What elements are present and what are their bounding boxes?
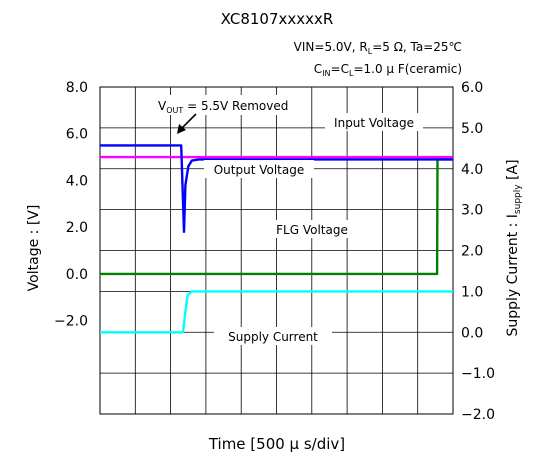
conditions-line-2-sub2: L <box>349 69 354 78</box>
right-tick-labels: 6.0 5.0 4.0 3.0 2.0 1.0 0.0 −1.0 −2.0 <box>461 80 495 423</box>
right-tick-label: −1.0 <box>461 366 495 382</box>
annotation-removed-text: VOUT = 5.5V Removed <box>158 99 288 115</box>
annotation-removed-v: V <box>158 99 167 113</box>
y-axis-right-label-sub: supply <box>513 184 523 214</box>
annotation-removed-bg <box>155 95 305 115</box>
grid <box>99 86 454 415</box>
y-axis-right-label-prefix: Supply Current : I <box>505 214 521 337</box>
right-tick-label: 3.0 <box>461 203 483 219</box>
label-output-voltage-bg <box>204 160 314 178</box>
label-supply-current: Supply Current <box>214 327 332 345</box>
conditions-line-2-suffix: =1.0 μ F(ceramic) <box>353 62 462 76</box>
conditions-line-2-part2: =C <box>331 62 349 76</box>
label-input-voltage: Input Voltage <box>325 113 423 131</box>
conditions-line-2: CIN=CL=1.0 μ F(ceramic) <box>314 62 462 78</box>
left-tick-label: 2.0 <box>66 220 88 236</box>
conditions-line-1-suffix: =5 Ω, Ta=25℃ <box>372 40 462 54</box>
left-tick-label: −2.0 <box>54 314 88 330</box>
conditions-line-1-sub: L <box>368 47 373 56</box>
left-tick-label: 8.0 <box>66 80 88 96</box>
conditions-line-1: VIN=5.0V, RL=5 Ω, Ta=25℃ <box>294 40 462 56</box>
label-supply-current-bg <box>214 327 332 345</box>
right-tick-label: 2.0 <box>461 244 483 260</box>
annotation-arrow-line <box>180 113 197 130</box>
annotation-removed-rest: = 5.5V Removed <box>183 99 288 113</box>
left-tick-label: 6.0 <box>66 127 88 143</box>
left-tick-label: 4.0 <box>66 173 88 189</box>
annotation-arrow-head <box>177 124 186 134</box>
label-input-voltage-bg <box>325 113 423 131</box>
label-flg-voltage: FLG Voltage <box>264 220 360 238</box>
conditions-line-2-sub1: IN <box>322 69 330 78</box>
label-input-voltage-text: Input Voltage <box>334 116 414 130</box>
left-tick-label: 0.0 <box>66 267 88 283</box>
right-tick-label: 4.0 <box>461 162 483 178</box>
y-axis-right-label: Supply Current : Isupply [A] <box>505 159 523 336</box>
right-tick-label: −2.0 <box>461 407 495 423</box>
x-axis-label: Time [500 μ s/div] <box>208 435 345 453</box>
conditions-line-1-prefix: VIN=5.0V, R <box>294 40 368 54</box>
annotation-removed: VOUT = 5.5V Removed <box>155 95 305 115</box>
series-line-output-voltage <box>100 144 453 234</box>
right-tick-label: 0.0 <box>461 325 483 341</box>
y-axis-left-label: Voltage : [V] <box>26 205 42 292</box>
annotation-arrow <box>177 113 197 134</box>
label-flg-voltage-text: FLG Voltage <box>276 223 348 237</box>
series-group <box>100 144 453 334</box>
conditions-line-2-part1: C <box>314 62 322 76</box>
right-tick-label: 5.0 <box>461 121 483 137</box>
label-output-voltage-text: Output Voltage <box>214 163 305 177</box>
label-supply-current-text: Supply Current <box>228 330 318 344</box>
left-tick-labels: 8.0 6.0 4.0 2.0 0.0 −2.0 <box>54 80 88 330</box>
right-tick-label: 1.0 <box>461 284 483 300</box>
annotation-removed-sub: OUT <box>166 106 183 115</box>
series-line-supply-current <box>100 290 453 334</box>
label-output-voltage: Output Voltage <box>204 160 314 178</box>
right-tick-label: 6.0 <box>461 80 483 96</box>
chart-title: XC8107xxxxxR <box>221 10 334 28</box>
label-flg-voltage-bg <box>264 220 360 238</box>
y-axis-right-label-suffix: [A] <box>505 159 521 184</box>
